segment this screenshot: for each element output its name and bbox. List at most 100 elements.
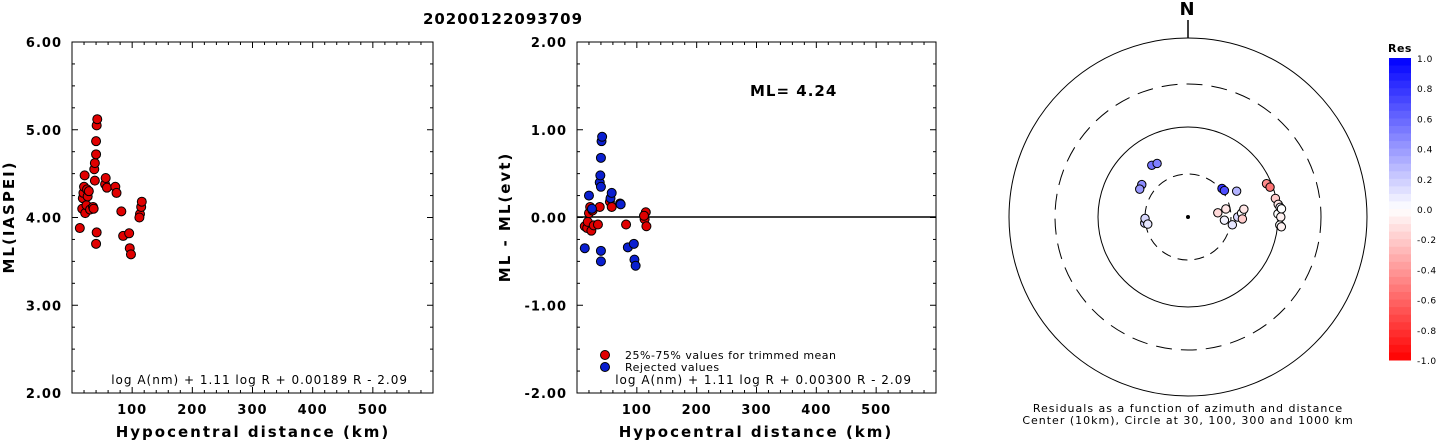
colorbar-segment [1389, 133, 1411, 142]
ml-xtick-label: 200 [177, 403, 207, 418]
station-marker [1237, 214, 1248, 224]
residual-data-point [639, 210, 650, 221]
ylabel-ml: ML(IASPEI) [0, 160, 18, 273]
residual-data-point [606, 187, 617, 198]
ml-data-point [88, 203, 99, 214]
north-label: N [1179, 0, 1196, 20]
ml-ytick-label: 3.00 [26, 299, 62, 314]
colorbar-segment [1389, 284, 1411, 293]
colorbar-segment [1389, 352, 1411, 361]
legend-label-rejected: Rejected values [625, 361, 720, 374]
residual-data-point [595, 256, 606, 267]
ring-30km [1144, 173, 1232, 261]
ml-annotation: ML= 4.24 [750, 82, 837, 100]
ml-data-point [124, 228, 135, 239]
colorbar-tick-label: -0.8 [1417, 327, 1437, 337]
residual-data-point [592, 219, 603, 230]
ml-data-point [101, 182, 112, 193]
colorbar-tick-label: 1.0 [1417, 55, 1433, 65]
legend-label-kept: 25%-75% values for trimmed mean [625, 349, 837, 362]
legend-marker-kept [600, 350, 610, 360]
legend-marker-rejected [600, 362, 610, 372]
xlabel-residual: Hypocentral distance (km) [619, 423, 894, 441]
ml-ytick-label: 5.00 [26, 124, 62, 139]
residual-xtick-label: 300 [741, 403, 771, 418]
ml-data-point [74, 223, 85, 234]
colorbar-tick-label: -0.6 [1417, 297, 1437, 307]
colorbar-segment [1389, 344, 1411, 353]
panel-residual: 100 200 300 400 500 -2.00 -1.00 0.00 1.00 2.00 ML… [496, 36, 937, 441]
colorbar-segment [1389, 73, 1411, 82]
residual-data-point [641, 221, 652, 232]
colorbar-label: Res [1388, 42, 1412, 55]
ml-data-point [116, 206, 127, 217]
colorbar-segment [1389, 216, 1411, 225]
colorbar-segment [1389, 254, 1411, 263]
station-marker [1265, 182, 1275, 192]
colorbar-segment [1389, 163, 1411, 172]
ml-ytick-label: 6.00 [26, 36, 62, 51]
colorbar-segment [1389, 261, 1411, 270]
ml-data-point [89, 158, 100, 169]
ml-xtick-label: 300 [237, 403, 267, 418]
colorbar-segment [1389, 239, 1411, 248]
caption-line1: Residuals as a function of azimuth and d… [1033, 402, 1343, 415]
residual-data-point [595, 152, 606, 163]
colorbar-segment [1389, 148, 1411, 157]
ml-ytick-label: 2.00 [26, 387, 62, 402]
residual-xtick-label: 100 [622, 403, 652, 418]
caption-line2: Center (10km), Circle at 30, 100, 300 an… [1022, 414, 1353, 427]
ml-data-point [91, 238, 102, 249]
colorbar-segment [1389, 329, 1411, 338]
station-marker [1276, 204, 1287, 214]
ylabel-residual: ML - ML(evt) [496, 152, 514, 282]
colorbar-segment [1389, 231, 1411, 240]
colorbar-tick-label: 0.0 [1417, 206, 1433, 216]
ml-xtick-label: 500 [358, 403, 388, 418]
ml-data-point [83, 186, 94, 197]
residual-xtick-label: 200 [682, 403, 712, 418]
station-marker [1213, 208, 1223, 218]
colorbar: Res 1.0 0.8 0.6 0.4 0.2 0.0 -0.2 -0.4 -0.6 -0.8 -1… [1388, 42, 1437, 367]
colorbar-segment [1389, 95, 1411, 104]
colorbar-segment [1389, 314, 1411, 323]
ml-data-point [100, 173, 111, 184]
colorbar-segment [1389, 88, 1411, 97]
colorbar-segment [1389, 171, 1411, 180]
ml-data-point [79, 170, 90, 181]
colorbar-segment [1389, 156, 1411, 165]
ml-xtick-label: 400 [298, 403, 328, 418]
residual-data-point [630, 260, 641, 271]
colorbar-tick-label: -0.4 [1417, 266, 1437, 276]
residual-ytick-label: -2.00 [525, 387, 567, 402]
station-marker [1239, 204, 1249, 214]
colorbar-segment [1389, 80, 1411, 89]
ml-data-point [92, 114, 103, 125]
residual-data-point [595, 170, 606, 181]
residual-ytick-label: 1.00 [531, 124, 567, 139]
colorbar-segment [1389, 186, 1411, 195]
ring-300km [1054, 83, 1322, 351]
colorbar-segment [1389, 141, 1411, 150]
station-marker [1143, 219, 1153, 229]
station-marker [1276, 222, 1287, 232]
station-marker [1135, 184, 1145, 194]
ml-data-point [91, 149, 102, 160]
event-title: 20200122093709 [423, 10, 583, 28]
residual-data-point [621, 219, 632, 230]
colorbar-segment [1389, 276, 1411, 285]
colorbar-segment [1389, 322, 1411, 331]
colorbar-segment [1389, 65, 1411, 74]
residual-ytick-label: 0.00 [531, 212, 567, 227]
colorbar-segment [1389, 269, 1411, 278]
ml-data-point [125, 249, 136, 260]
residual-data-point [579, 243, 590, 254]
colorbar-tick-label: 0.4 [1417, 146, 1433, 156]
panel-azimuth: N Residuals as a function of azimuth and… [1008, 0, 1368, 427]
colorbar-segment [1389, 299, 1411, 308]
station-marker [1219, 215, 1230, 225]
colorbar-tick-label: 0.6 [1417, 115, 1433, 125]
formula-residual: log A(nm) + 1.11 log R + 0.00300 R - 2.0… [615, 373, 912, 387]
residual-data-point [597, 131, 608, 142]
